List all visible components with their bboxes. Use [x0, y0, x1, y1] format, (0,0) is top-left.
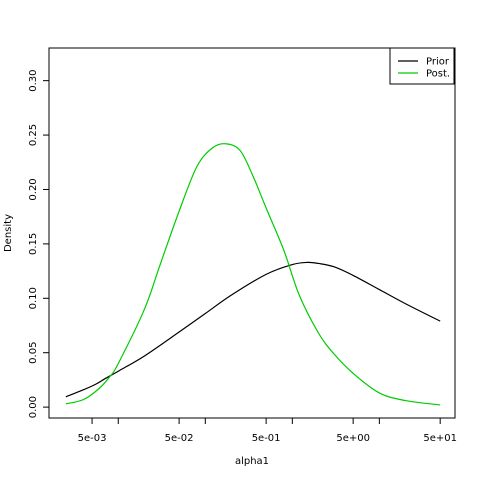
legend-label-prior: Prior [426, 57, 450, 68]
y-tick-label: 0.25 [28, 124, 39, 146]
y-tick-label: 0.10 [28, 287, 39, 309]
y-tick-label: 0.05 [28, 342, 39, 364]
y-tick-label: 0.30 [28, 70, 39, 92]
y-axis-title: Density [3, 214, 14, 252]
x-tick-label: 5e-01 [252, 433, 281, 444]
y-tick-label: 0.20 [28, 178, 39, 200]
legend-label-post: Post. [426, 69, 450, 80]
curves [65, 143, 441, 406]
series-line-post [65, 143, 441, 406]
y-tick-label: 0.00 [28, 396, 39, 418]
y-axis: 0.00 0.05 0.10 0.15 0.20 0.25 0.30 [28, 70, 49, 418]
x-tick-label: 5e-02 [165, 433, 194, 444]
series-line-prior [65, 261, 441, 398]
x-tick-label: 5e-03 [78, 433, 107, 444]
x-tick-label: 5e+00 [336, 433, 370, 444]
x-axis: 5e-03 5e-02 5e-01 5e+00 5e+01 [78, 418, 457, 444]
y-tick-label: 0.15 [28, 233, 39, 255]
x-tick-label: 5e+01 [423, 433, 457, 444]
plot-frame [48, 47, 456, 419]
legend-box [389, 47, 455, 85]
x-axis-title: alpha1 [235, 456, 269, 467]
